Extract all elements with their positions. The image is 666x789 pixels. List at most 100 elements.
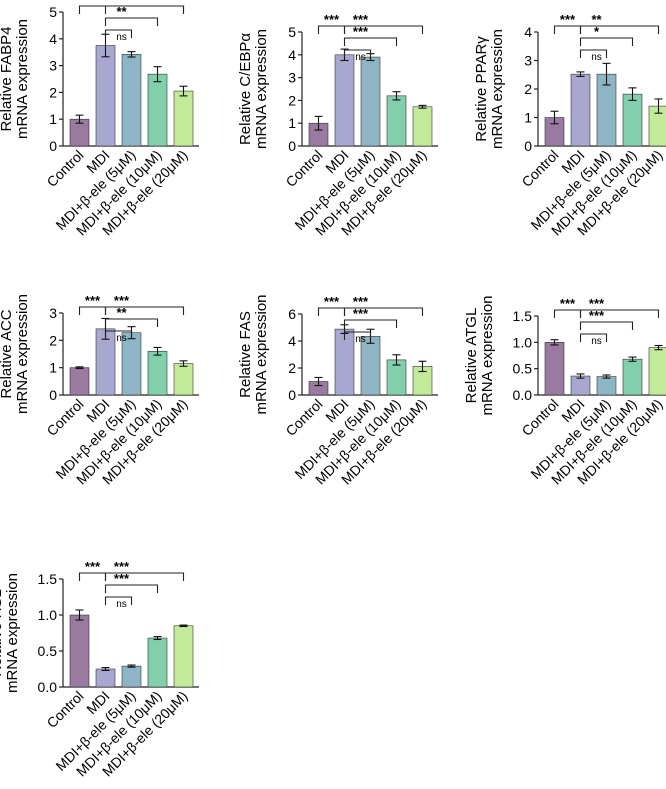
y-tick-label: 0.5 [513,361,533,377]
bracket-line [579,25,660,34]
y-tick-label: 0 [288,387,296,403]
y-tick-label: 4 [49,31,57,47]
bar [570,73,591,147]
significance-label: *** [353,24,369,39]
bar [173,363,194,396]
significance-label: ns [116,599,127,610]
y-tick-label: 4 [524,24,532,40]
significance-bracket: *** [579,296,660,318]
significance-bracket: ** [579,12,660,34]
significance-label: *** [353,294,369,309]
significance-label: ** [591,12,602,27]
y-tick-label: 3 [524,53,532,69]
significance-label: ns [355,52,366,63]
significance-bracket: ns [343,49,372,63]
bracket-line [343,49,372,58]
chart-panel-6: 0.0 0.5 1.0 1.5 Relative ATGL mRNA expression… [463,295,666,488]
y-tick-label: 0 [524,138,532,154]
significance-label: *** [324,12,340,27]
significance-label: *** [589,308,605,323]
significance-bracket: ns [104,29,133,43]
significance-bracket: *** [343,24,398,46]
y-axis-title-line2: mRNA expression [253,294,270,414]
bracket-line [579,49,608,58]
bracket-line [78,572,107,581]
bar [173,90,194,147]
significance-label: *** [560,12,576,27]
bracket-line [579,309,660,318]
significance-label: *** [85,0,101,7]
significance-label: ns [116,32,127,43]
significance-label: *** [114,559,130,574]
significance-label: *** [85,559,101,574]
significance-bracket: *** [104,0,185,14]
y-axis-title: Relative PPARγ [473,36,490,142]
significance-bracket: ns [104,330,133,344]
significance-bracket: *** [317,12,346,34]
significance-bracket: *** [343,306,398,328]
significance-bracket: * [579,24,634,46]
bracket-line [343,331,372,340]
y-tick-label: 1 [49,360,57,376]
significance-label: ** [116,4,127,19]
bar [173,625,194,688]
y-tick-label: 2 [49,84,57,100]
y-tick-label: 0.0 [38,679,58,695]
significance-bracket: ns [579,333,608,347]
bracket-line [579,333,608,342]
bar [544,342,565,396]
y-axis-title: Relative ACC [0,309,15,398]
y-tick-label: 6 [288,306,296,322]
y-axis-title-line2: mRNA expression [489,29,506,149]
bracket-line [343,307,424,316]
y-axis-title: Relative FABP4 [0,26,15,131]
significance-label: *** [560,296,576,311]
bracket-line [104,572,185,581]
y-axis-title-line2: mRNA expression [253,29,270,149]
significance-label: *** [85,293,101,308]
bracket-line [579,321,634,330]
significance-label: ns [591,336,602,347]
bar [386,95,407,147]
significance-bracket: *** [78,0,185,14]
bracket-line [553,309,582,318]
y-axis-title-line2: mRNA expression [14,19,31,139]
bar [570,375,591,396]
significance-bracket: *** [78,293,107,315]
significance-label: ns [116,333,127,344]
y-tick-label: 0 [49,387,57,403]
bar [360,56,381,147]
bracket-line [579,37,634,46]
y-tick-label: 1.5 [38,571,58,587]
y-tick-label: 2 [49,332,57,348]
bar [622,358,643,396]
y-tick-label: 1.0 [513,334,533,350]
y-axis-title-line2: mRNA expression [4,573,21,693]
significance-label: *** [589,296,605,311]
y-tick-label: 1.5 [513,308,533,324]
y-tick-label: 4 [288,47,296,63]
bracket-line [78,5,185,14]
bracket-line [317,307,346,316]
bracket-line [78,306,107,315]
bar [147,637,168,688]
significance-bracket: ns [579,49,608,63]
significance-bracket: *** [104,559,185,581]
y-tick-label: 4 [288,333,296,349]
bar [622,93,643,147]
significance-bracket: ** [104,4,159,26]
bar [596,376,617,396]
bracket-line [343,37,398,46]
bar [121,54,142,147]
significance-bracket: *** [579,308,634,330]
bar [95,45,116,147]
y-tick-label: 5 [49,4,57,20]
y-tick-label: 2 [288,360,296,376]
